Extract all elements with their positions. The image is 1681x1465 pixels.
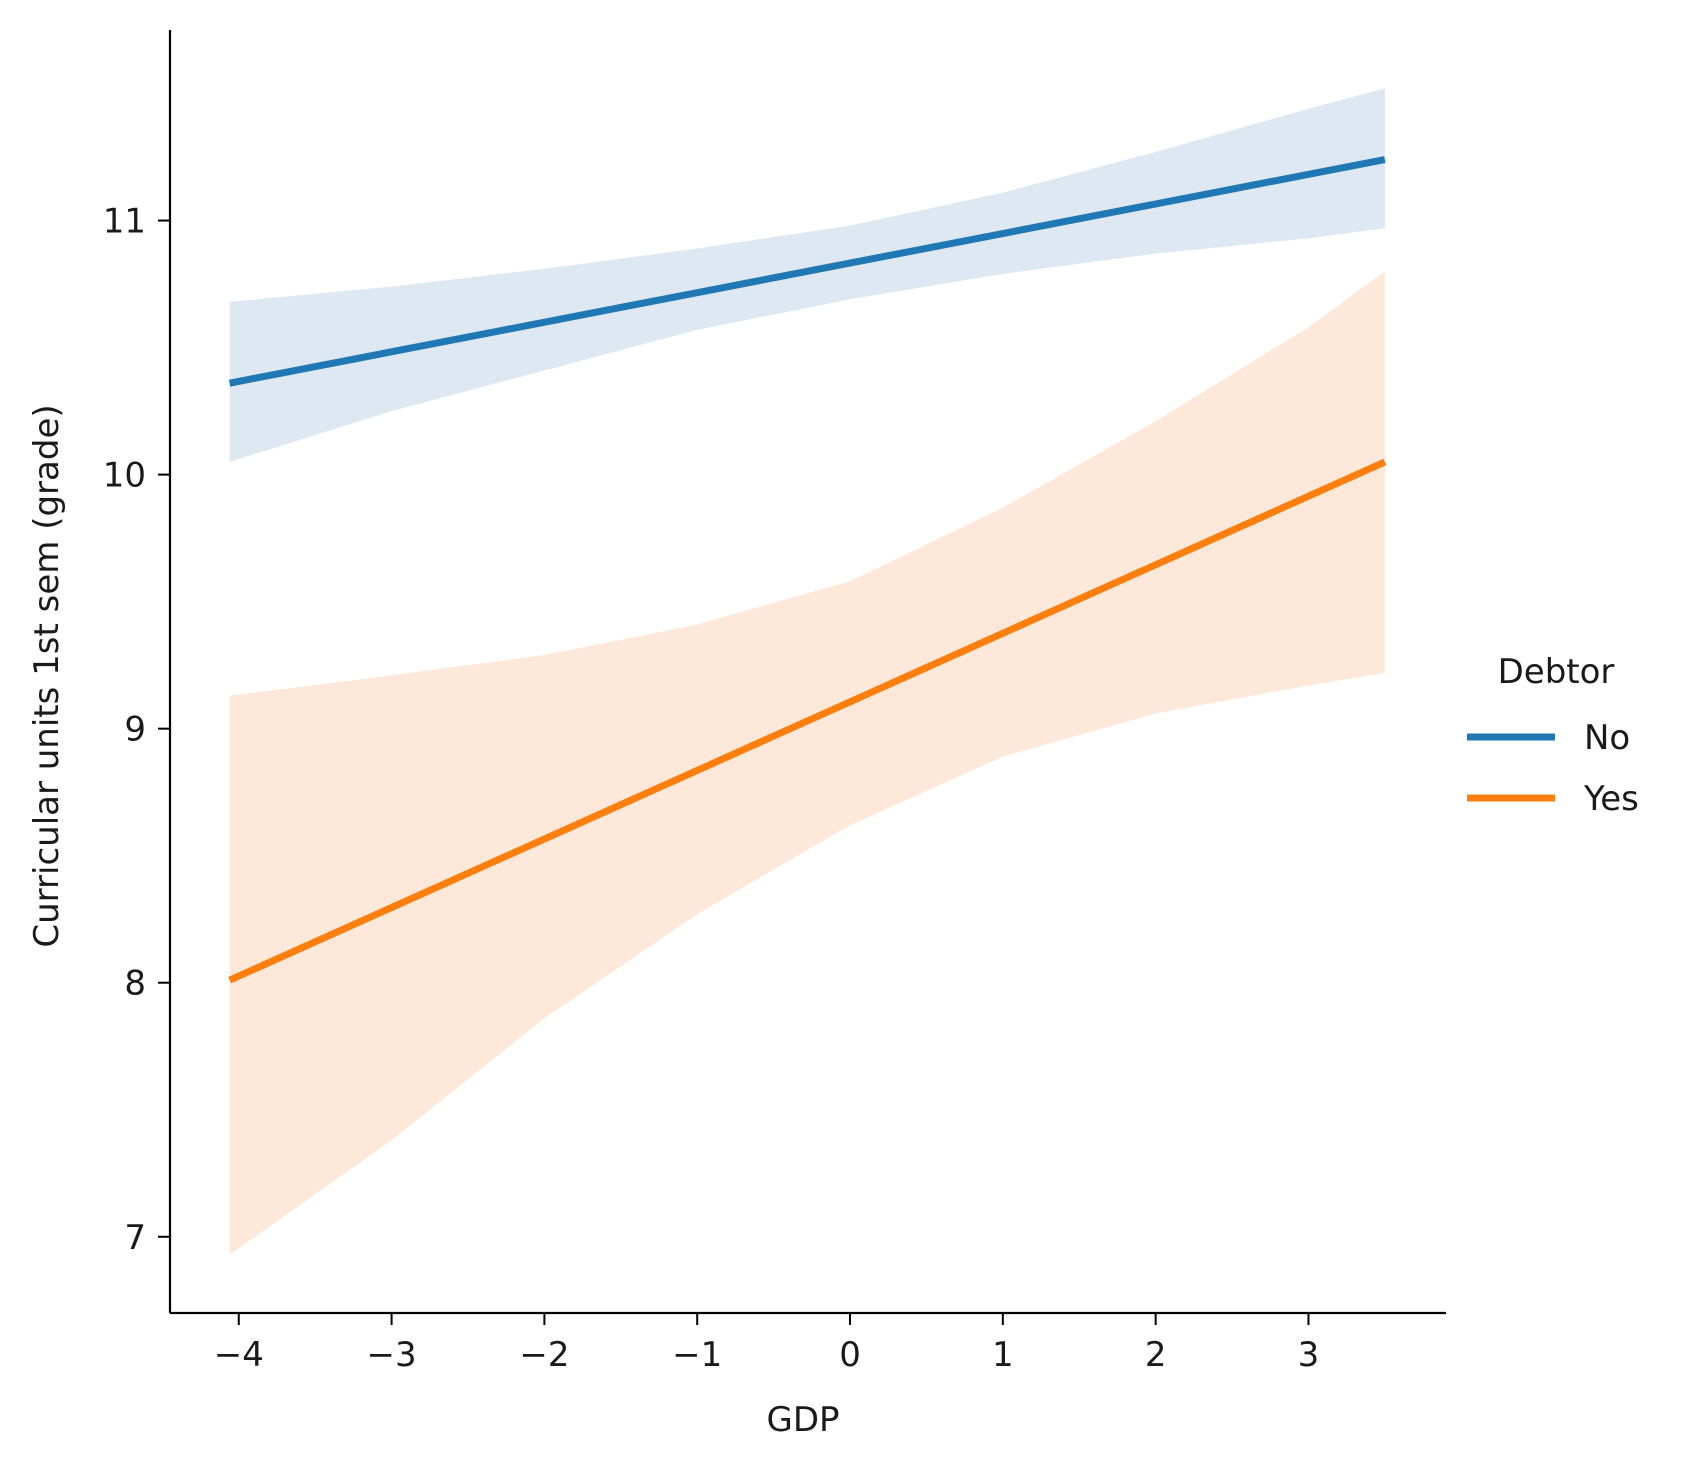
x-tick-label: −1 bbox=[672, 1335, 722, 1375]
regression-line-yes bbox=[228, 458, 1387, 984]
legend-title: Debtor bbox=[1498, 652, 1615, 692]
x-axis-label: GDP bbox=[766, 1400, 839, 1440]
x-tick-label: −2 bbox=[519, 1335, 569, 1375]
y-tick-label: 7 bbox=[124, 1218, 146, 1258]
axes bbox=[168, 30, 1446, 1315]
x-tick-label: −3 bbox=[367, 1335, 417, 1375]
x-tick-label: 3 bbox=[1298, 1335, 1320, 1375]
regression-lines bbox=[228, 156, 1387, 984]
ci-band-yes bbox=[229, 271, 1385, 1255]
confidence-bands bbox=[229, 88, 1385, 1255]
legend-label-yes: Yes bbox=[1583, 779, 1639, 819]
x-tick-label: 0 bbox=[839, 1335, 861, 1375]
ci-band-no bbox=[229, 88, 1385, 462]
y-tick-label: 8 bbox=[124, 964, 146, 1004]
x-tick-label: −4 bbox=[214, 1335, 264, 1375]
x-axis-ticks: −4 −3 −2 −1 0 1 2 3 bbox=[214, 1313, 1320, 1375]
x-tick-label: 2 bbox=[1145, 1335, 1167, 1375]
y-tick-label: 11 bbox=[103, 202, 146, 242]
legend-label-no: No bbox=[1584, 718, 1630, 758]
regression-line-no bbox=[228, 156, 1386, 387]
y-axis-label: Curricular units 1st sem (grade) bbox=[27, 404, 67, 947]
y-axis-ticks: 7 8 9 10 11 bbox=[103, 202, 170, 1258]
y-tick-label: 9 bbox=[124, 710, 146, 750]
x-tick-label: 1 bbox=[992, 1335, 1014, 1375]
y-tick-label: 10 bbox=[103, 456, 146, 496]
legend: Debtor No Yes bbox=[1467, 652, 1639, 819]
